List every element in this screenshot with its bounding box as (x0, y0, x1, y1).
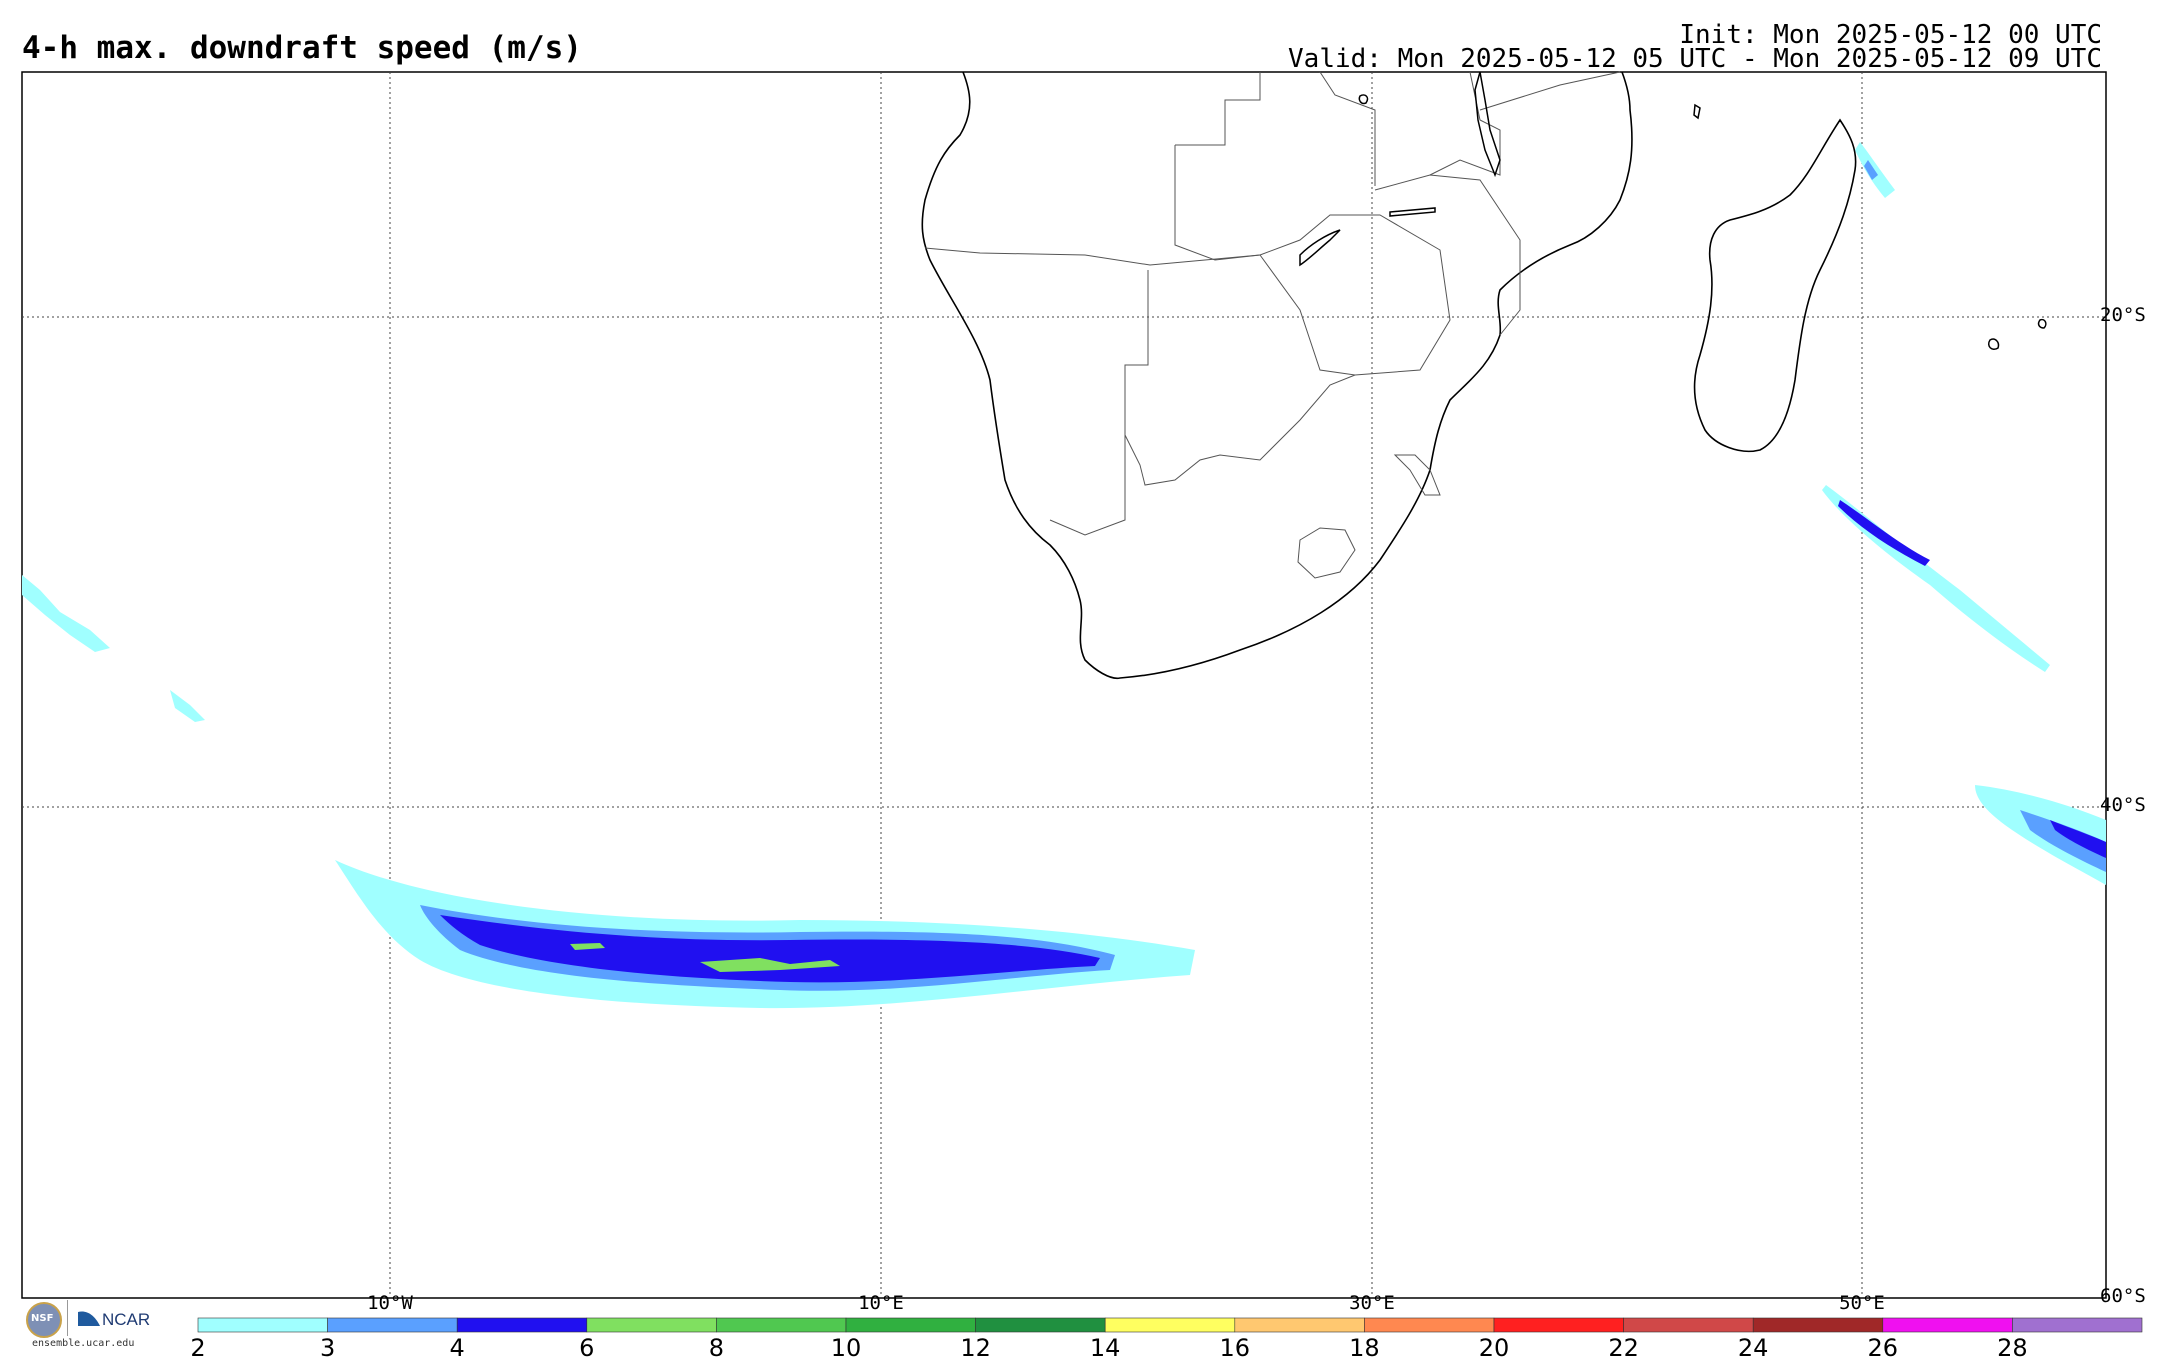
lon-label-50e: 50°E (1839, 1292, 1885, 1314)
lat-label-40s: 40°S (2100, 794, 2146, 816)
country-borders (924, 71, 1621, 579)
downdraft-band-atlantic (335, 860, 1195, 1009)
colorbar-tick-label: 28 (1997, 1334, 2028, 1362)
lon-label-10w: 10°W (367, 1292, 413, 1314)
colorbar-swatch (2012, 1317, 2143, 1333)
lon-label-10e: 10°E (858, 1292, 904, 1314)
lon-label-30e: 30°E (1349, 1292, 1395, 1314)
graticule (22, 72, 2106, 1298)
colorbar-tick-label: 16 (1219, 1334, 1251, 1362)
lat-label-60s: 60°S (2100, 1285, 2146, 1307)
colorbar-tick-label: 14 (1089, 1334, 1121, 1362)
ncar-mark-icon (78, 1311, 100, 1326)
downdraft-band-southeast (1975, 785, 2106, 885)
colorbar-tick-label: 6 (579, 1334, 595, 1362)
colorbar-tick-label: 20 (1478, 1334, 1510, 1362)
lakes (1299, 71, 1501, 267)
colorbar-tick-label: 2 (190, 1334, 206, 1362)
lat-label-20s: 20°S (2100, 304, 2146, 326)
colorbar-tick-label: 22 (1608, 1334, 1639, 1362)
ncar-logo-text: NCAR (102, 1310, 151, 1329)
colorbar-swatch (716, 1317, 847, 1333)
colorbar-swatch (1882, 1317, 2013, 1333)
nsf-seal-icon: NSF (26, 1302, 62, 1338)
colorbar-swatch (197, 1317, 328, 1333)
colorbar-swatch (1234, 1317, 1365, 1333)
logo-divider (67, 1300, 68, 1336)
colorbar-tick-label: 10 (830, 1334, 862, 1362)
site-url: ensemble.ucar.edu (32, 1338, 135, 1349)
colorbar-tick-label: 12 (960, 1334, 991, 1362)
coastline-madagascar (1693, 118, 1857, 453)
coastline-africa (921, 71, 1633, 680)
colorbar-swatch (1493, 1317, 1624, 1333)
colorbar (197, 1317, 2143, 1333)
colorbar-tick-label: 4 (449, 1334, 465, 1362)
colorbar-swatch (1104, 1317, 1236, 1333)
map-title: 4-h max. downdraft speed (m/s) (22, 30, 582, 66)
valid-time: Valid: Mon 2025-05-12 05 UTC - Mon 2025-… (1288, 44, 2102, 74)
colorbar-swatch (586, 1317, 717, 1333)
colorbar-tick-label: 24 (1737, 1334, 1769, 1362)
colorbar-tick-label: 18 (1349, 1334, 1380, 1362)
downdraft-streak-east (1822, 142, 2050, 672)
downdraft-wisps-west (22, 575, 205, 722)
colorbar-swatch (456, 1317, 588, 1333)
colorbar-swatch (1623, 1317, 1754, 1333)
colorbar-tick-label: 26 (1867, 1334, 1899, 1362)
colorbar-swatch (327, 1317, 458, 1333)
colorbar-tick-label: 3 (319, 1334, 336, 1362)
colorbar-swatch (1752, 1317, 1884, 1333)
colorbar-swatch (975, 1317, 1106, 1333)
colorbar-tick-label: 8 (708, 1334, 725, 1362)
logo-block: NSF NCAR ensemble.ucar.edu (22, 1300, 162, 1354)
map-frame (21, 71, 2107, 1299)
init-time: Init: Mon 2025-05-12 00 UTC (1679, 20, 2102, 50)
colorbar-swatch (1364, 1317, 1495, 1333)
small-islands (1358, 94, 2047, 351)
colorbar-swatch (845, 1317, 976, 1333)
